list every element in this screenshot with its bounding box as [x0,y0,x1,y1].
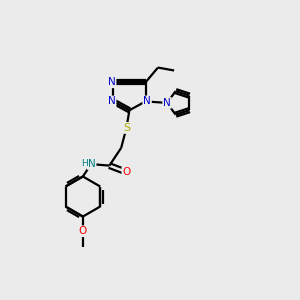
Text: O: O [122,167,130,177]
Text: N: N [108,77,116,87]
Text: N: N [163,98,171,108]
Text: N: N [143,96,151,106]
Text: N: N [108,96,116,106]
Text: O: O [79,226,87,236]
Text: N: N [88,159,96,169]
Text: H: H [81,159,88,168]
Text: S: S [123,123,130,133]
